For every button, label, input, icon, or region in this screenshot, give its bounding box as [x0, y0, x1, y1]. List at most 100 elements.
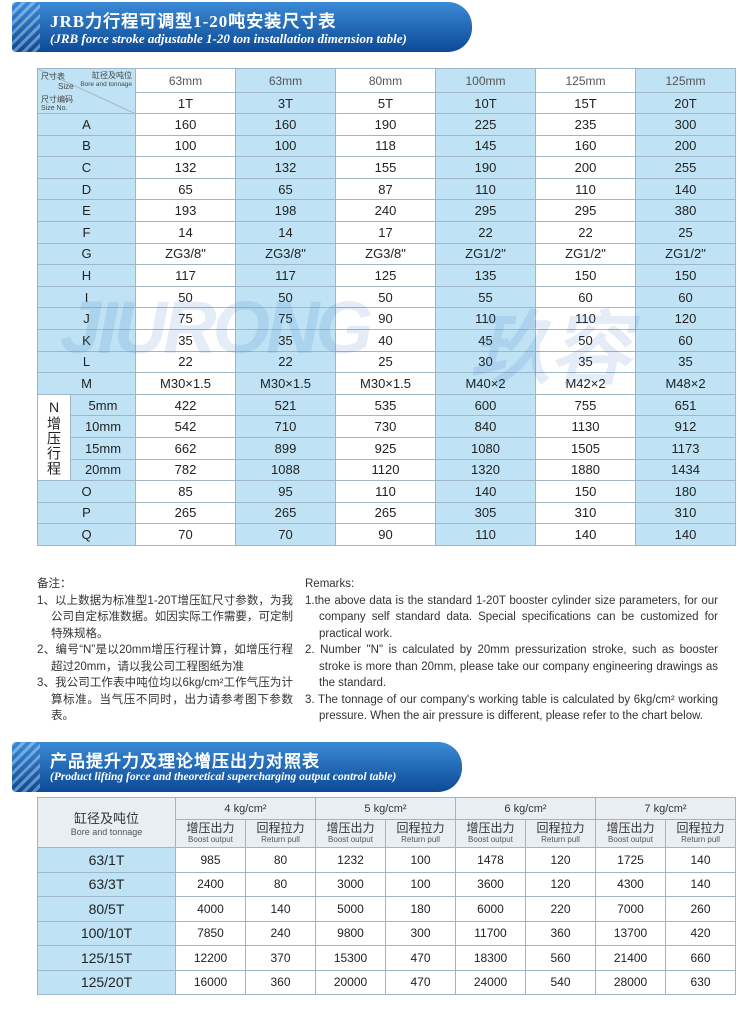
cell: ZG3/8" [235, 242, 336, 266]
return-en: Return pull [541, 834, 580, 844]
cell: 132 [235, 156, 336, 179]
cell: ZG1/2" [435, 242, 536, 266]
bore-header: 63mm [135, 68, 236, 93]
row: 10mm 542 710 730 840 1130 912 [38, 415, 736, 438]
cell: 55 [435, 285, 536, 309]
bore-header: 125mm [535, 68, 636, 93]
cell: 225 [435, 113, 536, 136]
cell: 470 [385, 945, 456, 971]
cell: 422 [135, 393, 236, 417]
cell: 140 [665, 871, 736, 897]
cell: 90 [335, 307, 436, 330]
row: H 117 117 125 135 150 150 [37, 264, 736, 287]
cell: 1505 [535, 436, 636, 460]
ton-header: 5T [335, 92, 436, 114]
title-en: (Product lifting force and theoretical s… [50, 771, 397, 783]
cell: 300 [635, 113, 736, 136]
stroke-size: 5mm [70, 393, 136, 417]
cell: 15300 [315, 945, 386, 971]
header-row: 缸径及吨位 Bore and tonnage 4 kg/cm² 5 kg/cm² 6 k… [37, 797, 736, 848]
row-label: 63/3T [37, 871, 176, 897]
cell: 110 [435, 523, 536, 546]
cell: 160 [235, 113, 336, 136]
cell: 100 [385, 847, 456, 873]
cell: 22 [435, 220, 536, 244]
row: 100/10T 7850 240 9800 300 11700 360 13700 420 [37, 920, 736, 946]
cell: 24000 [455, 969, 526, 995]
remarks-cn-title: 备注： [37, 578, 72, 590]
cell: 240 [245, 920, 316, 946]
cell: 899 [235, 436, 336, 460]
corner-cell: 缸径及吨位 Bore and tonnage [37, 797, 176, 848]
boost-cn: 增压出力 [466, 820, 515, 835]
cell: 370 [245, 945, 316, 971]
row-label: 63/1T [37, 847, 176, 873]
row-label: D [37, 177, 136, 201]
row: 15mm 662 899 925 1080 1505 1173 [38, 436, 736, 460]
corner-label: 尺寸编码 [41, 95, 73, 104]
cell: 985 [175, 847, 246, 873]
title-cn: 产品提升力及理论增压出力对照表 [50, 752, 320, 771]
cell: 150 [635, 264, 736, 287]
row: N增压行程 5mm 422 521 535 600 755 651 [37, 393, 736, 482]
remark: 3、我公司工作表中吨位均以6kg/cm²工作气压为计算标准。当气压不同时，出力请… [37, 677, 293, 722]
cell: 117 [235, 264, 336, 287]
corner-label: Size [58, 82, 74, 91]
cell: 21400 [595, 945, 666, 971]
cell: 1080 [435, 436, 536, 460]
corner-label: Bore and tonnage [80, 81, 132, 88]
corner-en: Bore and tonnage [70, 827, 143, 837]
row-label: 100/10T [37, 920, 176, 946]
cell: 140 [635, 523, 736, 546]
cell: 180 [635, 480, 736, 503]
row: M M30×1.5 M30×1.5 M30×1.5 M40×2 M42×2 M48×2 [37, 372, 736, 395]
cell: 260 [665, 896, 736, 922]
cell: 6000 [455, 896, 526, 922]
row-label: B [37, 134, 136, 158]
banner: 产品提升力及理论增压出力对照表 (Product lifting force a… [12, 742, 462, 792]
row: 20mm 782 1088 1120 1320 1880 1434 [38, 458, 736, 482]
stroke-size: 20mm [70, 458, 136, 482]
cell: 95 [235, 480, 336, 503]
bore-header: 125mm [635, 68, 736, 93]
cell: 65 [135, 177, 236, 201]
row: I 50 50 50 55 60 60 [37, 285, 736, 309]
cell: 100 [385, 871, 456, 897]
boost-cn: 增压出力 [606, 820, 655, 835]
cell: 710 [235, 415, 336, 438]
cell: 380 [635, 199, 736, 222]
cell: 60 [535, 285, 636, 309]
cell: 1478 [455, 847, 526, 873]
row: 80/5T 4000 140 5000 180 6000 220 7000 260 [37, 896, 736, 922]
row-label: E [37, 199, 136, 222]
row-label: 80/5T [37, 896, 176, 922]
return-en: Return pull [681, 834, 720, 844]
row: Q 70 70 90 110 140 140 [37, 523, 736, 546]
corner-label: 缸径及吨位 [92, 71, 132, 80]
cell: 600 [435, 393, 536, 417]
cell: 7000 [595, 896, 666, 922]
header-row: 增压出力 Boost output 回程拉力 Return pull 增压出力 Boost… [38, 819, 736, 848]
cell: 90 [335, 523, 436, 546]
remark: 1、以上数据为标准型1-20T增压缸尺寸参数，为我公司自定标准数据。如因实际工作… [37, 594, 293, 640]
cell: 35 [135, 328, 236, 352]
cell: 117 [135, 264, 236, 287]
boost-header: 增压出力 Boost output [175, 819, 246, 848]
row-label: 125/20T [37, 969, 176, 995]
cell: 155 [335, 156, 436, 179]
cell: 2400 [175, 871, 246, 897]
diagonal [38, 69, 136, 114]
cell: 305 [435, 501, 536, 525]
cell: M30×1.5 [335, 372, 436, 395]
boost-header: 增压出力 Boost output [455, 819, 526, 848]
return-en: Return pull [261, 834, 300, 844]
header-row: 1T 3T 5T 10T 15T 20T [38, 92, 736, 114]
boost-en: Boost output [468, 834, 513, 844]
cell: 420 [665, 920, 736, 946]
cell: 630 [665, 969, 736, 995]
cell: 35 [235, 328, 336, 352]
cell: 265 [235, 501, 336, 525]
cell: 535 [335, 393, 436, 417]
cell: 7850 [175, 920, 246, 946]
cell: 662 [135, 436, 236, 460]
